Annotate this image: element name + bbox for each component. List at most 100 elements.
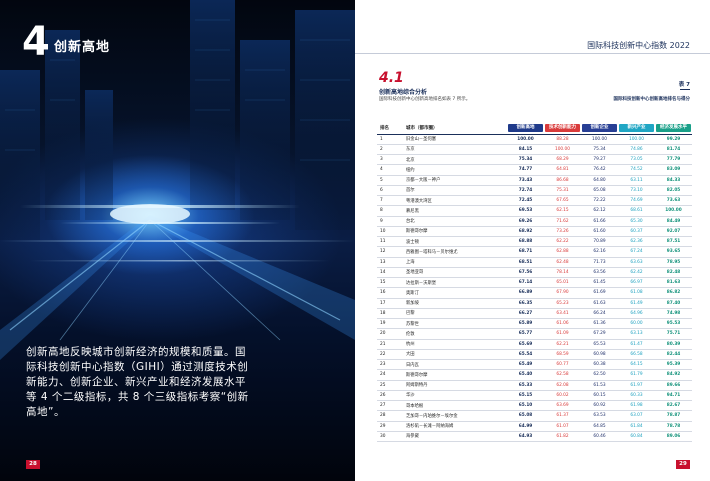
cell-score: 67.56 [507, 267, 544, 279]
cell-rank: 6 [377, 185, 403, 197]
cell-rank: 27 [377, 400, 403, 412]
cell-city: 粤港澳大湾区 [403, 195, 507, 207]
table-row: 16 奥斯汀 66.89 67.90 61.69 61.08 86.82 [377, 287, 692, 299]
cell-tech: 88.28 [544, 134, 581, 145]
cover-image-page: 4 创新高地 创新高地反映城市创新经济的规模和质量。国际科技创新中心指数（GIH… [0, 0, 355, 481]
cell-score: 66.35 [507, 298, 544, 309]
table-row: 19 苏黎世 65.89 61.06 61.36 60.00 95.53 [377, 318, 692, 330]
cell-tech: 71.62 [544, 216, 581, 227]
cell-ind: 63.07 [618, 410, 655, 422]
col-tech-header: 技术创新能力 [544, 123, 581, 135]
cell-ent: 63.56 [581, 267, 618, 279]
cell-ind: 62.36 [618, 236, 655, 248]
cell-eco: 81.63 [655, 277, 692, 289]
cell-ent: 60.38 [581, 359, 618, 371]
col-ent-label: 创新企业 [582, 124, 617, 133]
cell-city: 日内瓦 [403, 359, 507, 371]
cell-ind: 66.58 [618, 349, 655, 361]
table-row: 25 阿姆斯特丹 65.33 62.08 61.53 61.97 89.66 [377, 380, 692, 391]
cell-ind: 63.63 [618, 257, 655, 268]
cell-city: 苏黎世 [403, 318, 507, 330]
table-row: 10 斯德哥尔摩 68.92 73.26 61.60 60.37 92.07 [377, 226, 692, 238]
cell-score: 66.27 [507, 308, 544, 320]
cell-tech: 75.31 [544, 185, 581, 197]
col-eco-header: 经济发展水平 [655, 123, 692, 135]
cell-tech: 63.69 [544, 400, 581, 412]
cell-rank: 14 [377, 267, 403, 279]
page-number-right: 29 [676, 460, 690, 469]
cell-ind: 61.97 [618, 380, 655, 391]
page-number-left: 28 [26, 460, 40, 469]
cell-score: 68.92 [507, 226, 544, 238]
table-label: 表 7 [678, 82, 690, 88]
report-title: 国际科技创新中心指数 2022 [587, 41, 690, 50]
cell-ind: 62.42 [618, 267, 655, 279]
col-ind-header: 新兴产业 [618, 123, 655, 135]
cell-score: 65.49 [507, 359, 544, 371]
cell-city: 上海 [403, 257, 507, 268]
cell-rank: 1 [377, 134, 403, 145]
col-rank-header: 排名 [377, 123, 403, 135]
cell-ent: 61.53 [581, 380, 618, 391]
cell-score: 64.99 [507, 421, 544, 432]
cell-eco: 82.48 [655, 267, 692, 279]
cell-score: 75.34 [507, 154, 544, 166]
cell-ind: 64.15 [618, 359, 655, 371]
table-row: 27 哥本哈根 65.10 63.69 60.92 61.98 82.67 [377, 400, 692, 412]
table-caption: 国际科技创新中心创新高地排名与得分 [613, 97, 691, 102]
cell-eco: 95.53 [655, 318, 692, 330]
cell-score: 64.93 [507, 431, 544, 443]
cell-rank: 29 [377, 421, 403, 432]
cell-score: 100.00 [507, 134, 544, 145]
cell-city: 新加坡 [403, 298, 507, 309]
cell-ind: 73.05 [618, 154, 655, 166]
cell-score: 67.14 [507, 277, 544, 289]
cell-city: 西雅图－塔科马－贝尔维尤 [403, 246, 507, 258]
section-description: 国际科技创新中心创新高地排名如表 7 所示。 [379, 97, 471, 102]
cell-rank: 28 [377, 410, 403, 422]
cell-score: 68.51 [507, 257, 544, 268]
cell-rank: 9 [377, 216, 403, 227]
cell-city: 北京 [403, 154, 507, 166]
cell-ent: 76.42 [581, 164, 618, 176]
cell-rank: 19 [377, 318, 403, 330]
cell-city: 大田 [403, 349, 507, 361]
cell-eco: 99.29 [655, 134, 692, 145]
chapter-number: 4 [22, 19, 50, 65]
cell-city: 慕尼黑 [403, 205, 507, 217]
cell-eco: 89.06 [655, 431, 692, 443]
table-row: 5 京都－大阪－神户 73.43 86.68 64.80 63.11 84.33 [377, 175, 692, 186]
cell-score: 72.74 [507, 185, 544, 197]
cell-eco: 77.79 [655, 154, 692, 166]
cell-city: 京都－大阪－神户 [403, 175, 507, 186]
cell-city: 首尔 [403, 185, 507, 197]
cell-ent: 62.12 [581, 205, 618, 217]
col-ent-header: 创新企业 [581, 123, 618, 135]
table-row: 11 波士顿 68.88 62.22 70.89 62.36 87.51 [377, 236, 692, 248]
cell-ind: 66.97 [618, 277, 655, 289]
col-city-header: 城市（都市圈） [403, 123, 507, 135]
cell-eco: 94.71 [655, 390, 692, 402]
cell-ent: 67.29 [581, 328, 618, 340]
cell-tech: 62.22 [544, 236, 581, 248]
cell-rank: 18 [377, 308, 403, 320]
cell-ent: 66.24 [581, 308, 618, 320]
cell-eco: 81.74 [655, 144, 692, 156]
cell-tech: 61.82 [544, 431, 581, 443]
cell-ent: 61.60 [581, 226, 618, 238]
cell-tech: 68.59 [544, 349, 581, 361]
table-row: 17 新加坡 66.35 65.23 61.63 61.49 87.40 [377, 298, 692, 309]
cell-ind: 63.11 [618, 175, 655, 186]
cell-rank: 16 [377, 287, 403, 299]
table-row: 7 粤港澳大湾区 72.45 67.65 72.22 74.69 73.63 [377, 195, 692, 207]
cell-ent: 79.27 [581, 154, 618, 166]
cell-rank: 26 [377, 390, 403, 402]
cell-city: 海参崴 [403, 431, 507, 443]
cell-eco: 89.66 [655, 380, 692, 391]
cell-ind: 60.33 [618, 390, 655, 402]
table-row: 28 芝加哥－内珀维尔－埃尔金 65.08 61.37 63.53 63.07 78.87 [377, 410, 692, 422]
cell-rank: 7 [377, 195, 403, 207]
cell-score: 72.45 [507, 195, 544, 207]
cell-ent: 100.00 [581, 134, 618, 145]
table-row: 6 首尔 72.74 75.31 65.08 73.10 82.05 [377, 185, 692, 197]
